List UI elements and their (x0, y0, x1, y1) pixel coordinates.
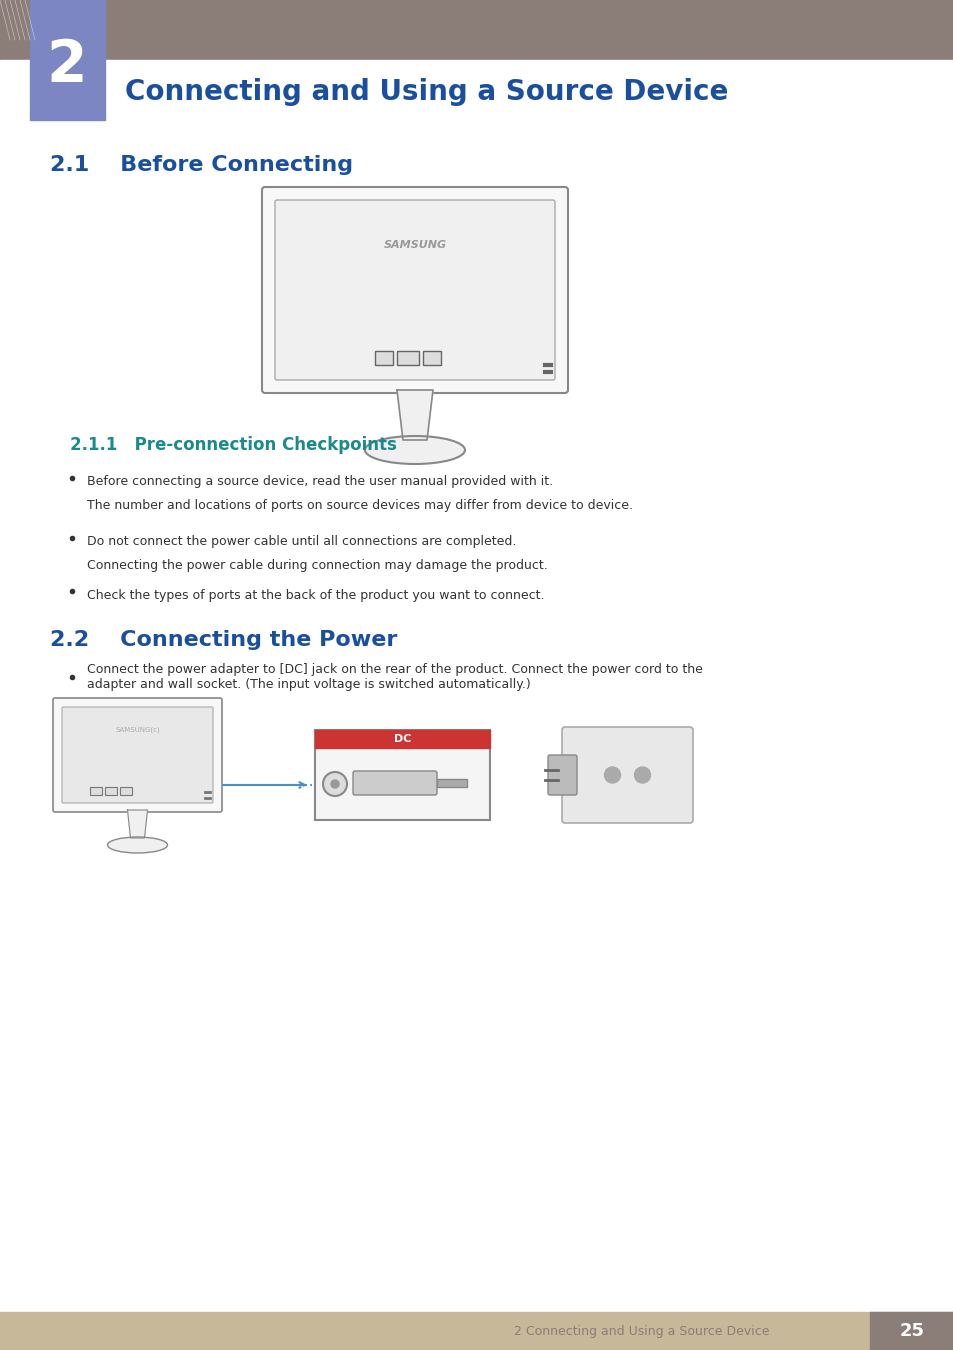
Ellipse shape (365, 436, 464, 464)
Bar (0, 59, 953, 120)
Ellipse shape (108, 837, 168, 853)
FancyBboxPatch shape (62, 707, 213, 803)
FancyBboxPatch shape (274, 200, 555, 379)
Circle shape (634, 767, 650, 783)
Text: Do not connect the power cable until all connections are completed.: Do not connect the power cable until all… (87, 536, 516, 548)
Bar (120, 787, 132, 795)
Bar (396, 351, 418, 364)
Bar (105, 787, 117, 795)
Circle shape (604, 767, 619, 783)
Text: Connecting the power cable during connection may damage the product.: Connecting the power cable during connec… (87, 559, 547, 571)
Text: 2.2    Connecting the Power: 2.2 Connecting the Power (50, 630, 397, 649)
Text: The number and locations of ports on source devices may differ from device to de: The number and locations of ports on sou… (87, 498, 633, 512)
Polygon shape (128, 810, 148, 838)
Circle shape (323, 772, 347, 796)
Bar (422, 351, 440, 364)
FancyBboxPatch shape (262, 188, 567, 393)
Text: 2: 2 (47, 36, 88, 93)
Text: 25: 25 (899, 1322, 923, 1341)
Bar (0, 1312, 953, 1350)
Text: DC: DC (394, 734, 411, 744)
Polygon shape (396, 390, 433, 440)
FancyBboxPatch shape (353, 771, 436, 795)
Bar (375, 351, 393, 364)
FancyBboxPatch shape (53, 698, 222, 811)
Bar (314, 730, 490, 819)
Circle shape (331, 780, 338, 788)
Text: 2 Connecting and Using a Source Device: 2 Connecting and Using a Source Device (514, 1324, 769, 1338)
Text: SAMSUNG: SAMSUNG (383, 240, 446, 250)
Text: Connect the power adapter to [DC] jack on the rear of the product. Connect the p: Connect the power adapter to [DC] jack o… (87, 663, 702, 691)
Bar (0, 0, 953, 59)
Text: 2.1.1   Pre-connection Checkpoints: 2.1.1 Pre-connection Checkpoints (70, 436, 396, 454)
Bar (30, 0, 105, 120)
Bar (869, 1312, 953, 1350)
Text: SAMSUNG(c): SAMSUNG(c) (115, 726, 160, 733)
Text: Check the types of ports at the back of the product you want to connect.: Check the types of ports at the back of … (87, 589, 544, 602)
Text: Before connecting a source device, read the user manual provided with it.: Before connecting a source device, read … (87, 475, 553, 489)
Bar (90, 787, 102, 795)
Bar (436, 779, 467, 787)
Text: Connecting and Using a Source Device: Connecting and Using a Source Device (125, 78, 727, 107)
FancyBboxPatch shape (561, 728, 692, 824)
Bar (314, 730, 490, 748)
Text: 2.1    Before Connecting: 2.1 Before Connecting (50, 155, 353, 176)
FancyBboxPatch shape (547, 755, 577, 795)
